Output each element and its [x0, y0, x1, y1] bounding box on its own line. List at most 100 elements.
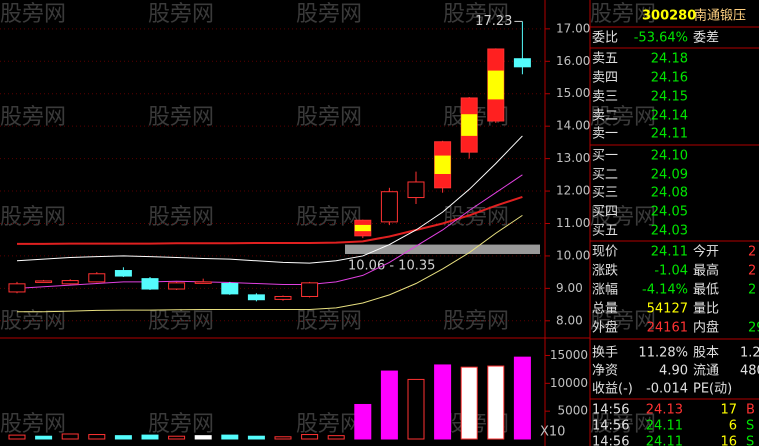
y-tick-label: 12.00: [556, 184, 590, 198]
watermark: 股旁网: [590, 105, 656, 130]
fund-label: 股本: [693, 346, 719, 361]
book-label: 买一: [592, 149, 618, 164]
fund-label: PE(动): [693, 382, 732, 397]
y-tick-label: 10.00: [556, 248, 590, 262]
volume-bar: [8, 434, 26, 440]
stat-label: 涨幅: [592, 283, 618, 298]
ma-line: [16, 174, 523, 289]
watermarks: 股旁网 股旁网 股旁网 股旁网 股旁网股旁网 股旁网 股旁网 股旁网股旁网 股旁网 股旁网 股旁网股…: [0, 2, 656, 437]
volume-bar: [35, 435, 53, 440]
watermark: 股旁网: [296, 412, 362, 437]
stat-value: 54127: [647, 302, 688, 317]
y-tick-label: 9.00: [556, 281, 583, 295]
book-label: 买二: [592, 168, 618, 183]
watermark: 股旁网: [296, 205, 362, 230]
candle-highlight: [434, 155, 451, 174]
y-tick-label: 11.00: [556, 216, 590, 230]
book-label: 卖三: [592, 90, 618, 105]
candle-body: [407, 181, 425, 199]
fund-value: 480: [740, 364, 759, 379]
candle-body: [513, 58, 531, 68]
label: 委差: [693, 31, 719, 46]
book-label: 卖五: [592, 52, 618, 67]
tick-time: 14:56: [592, 403, 629, 418]
tick-price: 24.13: [646, 403, 683, 418]
candle-highlight: [461, 114, 478, 136]
book-price: 24.14: [651, 109, 688, 124]
y-tick-label: 10000: [550, 376, 588, 390]
ma-line: [16, 135, 523, 264]
tick-volume: 17: [720, 403, 737, 418]
volume-bar: [380, 370, 398, 440]
candle-body: [8, 283, 26, 293]
candle-body: [114, 270, 132, 277]
stat-label: 量比: [693, 302, 719, 317]
volume-bar: [88, 434, 106, 440]
candle-body: [194, 281, 212, 284]
candle-body: [380, 191, 398, 223]
book-price: 24.18: [651, 52, 688, 67]
stat-value: 2: [748, 264, 756, 279]
watermark: 股旁网: [0, 205, 66, 230]
stat-value: 2: [748, 245, 756, 260]
stat-value: -4.14%: [642, 283, 688, 298]
peak-label: 17.23: [475, 14, 512, 29]
candle-body: [301, 282, 319, 297]
book-price: 24.15: [651, 90, 688, 105]
stat-label: 外盘: [592, 320, 618, 336]
stock-name: 南通锻压: [694, 8, 746, 24]
watermark: 股旁网: [0, 309, 66, 334]
book-price: 24.05: [651, 205, 688, 220]
watermark: 股旁网: [0, 412, 66, 437]
fund-label: 收益(-): [592, 382, 633, 397]
stat-label: 总量: [592, 302, 618, 317]
candle-body: [168, 282, 186, 290]
tick-price: 24.11: [646, 435, 683, 446]
volume-bar: [354, 403, 372, 440]
volume-bar: [301, 434, 319, 440]
candle-body: [141, 278, 159, 290]
stat-label: 现价: [592, 245, 618, 260]
volume-bar: [407, 378, 425, 440]
tick-side: B: [746, 403, 755, 418]
fund-label: 净资: [592, 364, 618, 379]
volume-bar: [460, 366, 478, 440]
candle-highlight: [487, 70, 504, 100]
tick-volume: 6: [729, 419, 737, 434]
stat-label: 最高: [693, 263, 719, 279]
volume-bar: [168, 435, 186, 440]
y-tick-label: 16.00: [556, 54, 590, 68]
volume-bar: [221, 434, 239, 440]
tick-side: S: [746, 435, 754, 446]
price-band: [345, 244, 540, 254]
watermark: 股旁网: [590, 309, 656, 334]
book-label: 卖一: [592, 127, 618, 142]
volume-bar: [194, 435, 212, 440]
watermark: 股旁网: [148, 2, 214, 27]
volume-bar: [327, 435, 345, 440]
stat-label: 最低: [693, 283, 719, 298]
watermark: 股旁网: [148, 205, 214, 230]
candle-highlight: [354, 224, 371, 232]
content: 8.00 9.00 10.00 11.00 12.00 13.00 14.00 15.00 16…: [0, 8, 759, 446]
y-tick-label: 5000: [557, 404, 588, 418]
watermark: 股旁网: [443, 309, 509, 334]
volume-label: X10: [540, 425, 565, 440]
book-price: 24.03: [651, 224, 688, 239]
tick-price: 24.11: [646, 419, 683, 434]
book-price: 24.10: [651, 149, 688, 164]
watermark: 股旁网: [296, 2, 362, 27]
watermark: 股旁网: [590, 2, 656, 27]
book-price: 24.08: [651, 186, 688, 201]
watermark: 股旁网: [590, 205, 656, 230]
tick-volume: 16: [720, 435, 737, 446]
book-price: 24.11: [651, 127, 688, 142]
label: 委比: [592, 31, 618, 46]
book-label: 买四: [592, 205, 618, 220]
volume-bar: [61, 433, 79, 440]
watermark: 股旁网: [148, 105, 214, 130]
volume-bar: [434, 364, 452, 440]
book-price: 24.16: [651, 71, 688, 86]
y-tick-label: 8.00: [556, 313, 583, 327]
stat-label: 今开: [693, 244, 719, 260]
